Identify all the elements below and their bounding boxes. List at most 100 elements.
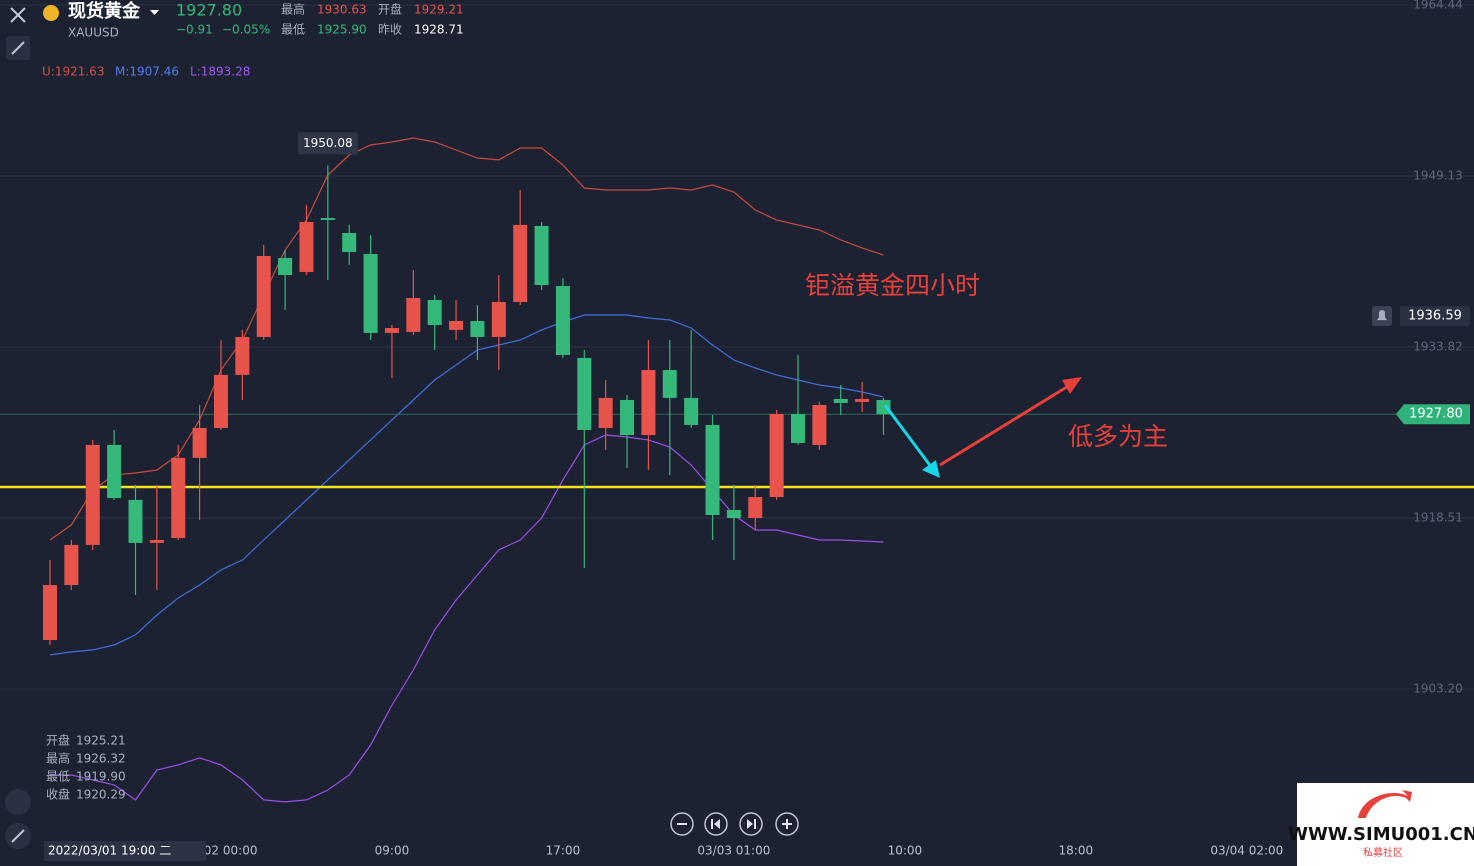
- nav-icons: [677, 819, 792, 829]
- candle-body: [85, 444, 100, 545]
- candle-body: [192, 427, 207, 458]
- stat-value: 1930.63: [317, 3, 367, 17]
- candle-body: [384, 328, 399, 333]
- arrow-up: [939, 377, 1082, 467]
- stat-value: 1925.90: [317, 23, 367, 37]
- change: −0.91: [176, 23, 213, 37]
- ohlc-label: 收盘: [46, 787, 70, 802]
- candle-body: [320, 218, 335, 221]
- y-tick-label: 1918.51: [1413, 511, 1463, 525]
- x-tick-label: 10:00: [888, 844, 923, 858]
- candle-body: [812, 404, 827, 445]
- indicator-label: L:1893.28: [190, 65, 250, 79]
- indicator-label: U:1921.63: [42, 65, 104, 79]
- candle-body: [855, 398, 870, 402]
- last-price-label: 1927.80: [1409, 407, 1463, 422]
- candle-body: [791, 414, 806, 443]
- alert-label: 1936.59: [1408, 309, 1462, 324]
- candle-body: [107, 444, 122, 499]
- x-tick-label: 03/04 02:00: [1210, 844, 1283, 858]
- candle-body: [513, 224, 528, 303]
- bell-icon: [1377, 310, 1387, 321]
- stat-label: 昨收: [378, 23, 402, 37]
- x-tick-label: 09:00: [375, 844, 410, 858]
- x-tick-label: 18:00: [1059, 844, 1094, 858]
- dropdown-arrow[interactable]: [150, 10, 159, 15]
- y-tick-label: 1949.13: [1413, 169, 1463, 183]
- watermark-logo: [1358, 790, 1412, 818]
- crosshair-time: 2022/03/01 19:00 二: [48, 844, 171, 858]
- candle-body: [256, 255, 271, 337]
- indicator-button[interactable]: [5, 789, 31, 815]
- watermark-tagline: 私募社区: [1363, 846, 1403, 859]
- y-tick-label: 1903.20: [1413, 681, 1463, 695]
- candle-body: [620, 399, 635, 436]
- candle-body: [64, 544, 79, 586]
- symbol-name[interactable]: 现货黄金: [68, 0, 141, 22]
- candle-body: [534, 225, 549, 286]
- candle-body: [235, 336, 250, 375]
- candle-body: [427, 299, 442, 326]
- stat-label: 最低: [281, 23, 305, 37]
- price: 1927.80: [176, 1, 242, 20]
- candle-body: [449, 320, 464, 330]
- candle-body: [299, 222, 314, 272]
- last-price-tag: [1396, 404, 1470, 425]
- candle-body: [555, 286, 570, 355]
- ohlc-label: 开盘: [46, 733, 70, 748]
- symbol-icon: [43, 5, 59, 21]
- candle-body: [662, 370, 677, 398]
- tool-icon: [11, 41, 25, 55]
- ohlc-label: 最低: [46, 770, 70, 784]
- ohlc-value: 1926.32: [76, 752, 126, 766]
- candle-body: [363, 253, 378, 333]
- symbol: XAUUSD: [68, 26, 119, 40]
- annotation: 钜溢黄金四小时: [805, 271, 980, 300]
- alert-tag: [1400, 306, 1470, 327]
- candle-body: [43, 585, 58, 640]
- stat-value: 1929.21: [414, 3, 464, 17]
- candle-body: [491, 302, 506, 337]
- candle-body: [577, 357, 592, 430]
- band-line: [49, 137, 884, 541]
- ohlc-value: 1925.21: [76, 734, 126, 748]
- band-line: [49, 314, 884, 656]
- y-tick-label: 1964.44: [1413, 0, 1463, 12]
- ohlc-value: 1919.90: [76, 770, 126, 784]
- ohlc-value: 1920.29: [76, 788, 126, 802]
- high-label: 1950.08: [303, 136, 353, 150]
- change-pct: −0.05%: [222, 23, 270, 37]
- candle-body: [876, 399, 891, 415]
- crosshair-time-box: [44, 841, 206, 861]
- candle-body: [171, 457, 186, 538]
- candle-body: [684, 397, 699, 425]
- candle-body: [213, 374, 228, 428]
- arrow-down: [883, 404, 940, 478]
- high-label-box: [297, 132, 358, 155]
- candle-body: [470, 320, 485, 337]
- band-line: [50, 434, 884, 803]
- close-button[interactable]: [10, 7, 26, 23]
- indicator-label: M:1907.46: [115, 65, 179, 79]
- candle-body: [406, 297, 421, 332]
- draw-icon: [11, 829, 25, 843]
- stat-label: 最高: [281, 2, 305, 17]
- candle-body: [598, 397, 613, 428]
- candle-body: [748, 497, 763, 519]
- stat-label: 开盘: [378, 2, 402, 17]
- x-tick-label: 03/03 01:00: [697, 844, 770, 858]
- candle-body: [769, 414, 784, 498]
- y-tick-label: 1933.82: [1413, 340, 1463, 354]
- stat-value: 1928.71: [414, 23, 464, 37]
- x-tick-label: 17:00: [546, 844, 581, 858]
- candle-body: [726, 509, 741, 519]
- candle-body: [278, 257, 293, 275]
- candle-body: [833, 398, 848, 403]
- watermark-site: WWW.SIMU001.CN: [1288, 824, 1474, 845]
- ohlc-label: 最高: [46, 751, 70, 766]
- candle-body: [128, 499, 143, 543]
- annotation: 低多为主: [1068, 422, 1168, 451]
